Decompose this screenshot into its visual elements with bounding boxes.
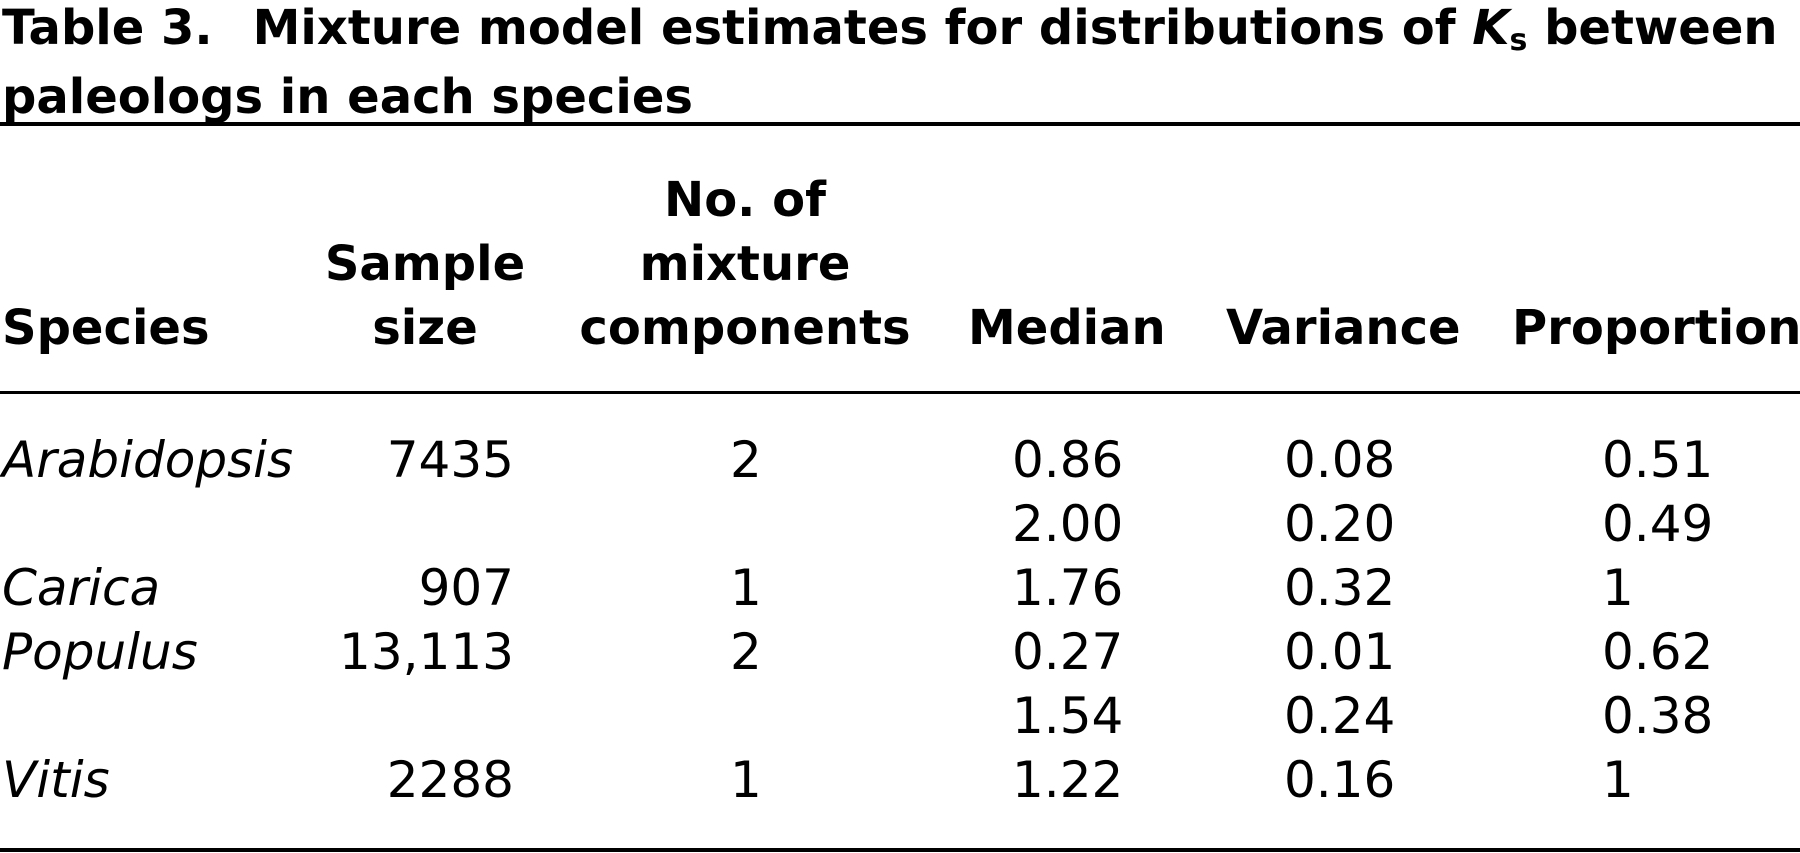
cell-components: 1 <box>730 751 762 809</box>
cell-components: 1 <box>730 559 762 617</box>
header-rule <box>0 391 1800 394</box>
header-sample-size-line2: size <box>372 300 478 356</box>
header-sample-size: Sample size <box>320 232 530 360</box>
cell-species: Populus <box>2 623 198 681</box>
cell-sample-size: 7435 <box>386 431 514 489</box>
header-variance: Variance <box>1226 300 1461 356</box>
cell-median: 2.00 <box>1012 495 1124 553</box>
cell-median: 0.27 <box>1012 623 1124 681</box>
cell-sample-size: 13,113 <box>339 623 514 681</box>
header-components: No. of mixture components <box>575 168 915 360</box>
header-proportion: Proportion <box>1512 300 1800 356</box>
cell-proportion: 0.38 <box>1602 687 1714 745</box>
cell-proportion: 1 <box>1602 559 1634 617</box>
cell-components: 2 <box>730 431 762 489</box>
cell-components: 2 <box>730 623 762 681</box>
cell-variance: 0.32 <box>1284 559 1396 617</box>
header-species: Species <box>2 300 210 356</box>
cell-proportion: 1 <box>1602 751 1634 809</box>
cell-variance: 0.08 <box>1284 431 1396 489</box>
cell-variance: 0.01 <box>1284 623 1396 681</box>
table-label: Table 3. <box>2 0 213 56</box>
cell-sample-size: 907 <box>418 559 514 617</box>
header-median: Median <box>968 300 1166 356</box>
cell-median: 1.22 <box>1012 751 1124 809</box>
cell-proportion: 0.49 <box>1602 495 1714 553</box>
cell-proportion: 0.51 <box>1602 431 1714 489</box>
header-components-line1: No. of <box>664 172 826 228</box>
cell-species: Carica <box>2 559 161 617</box>
cell-species: Arabidopsis <box>2 431 294 489</box>
cell-median: 0.86 <box>1012 431 1124 489</box>
caption-text-before: Mixture model estimates for distribution… <box>252 0 1473 56</box>
ks-symbol: K <box>1472 0 1510 56</box>
header-sample-size-line1: Sample <box>324 236 526 292</box>
cell-variance: 0.20 <box>1284 495 1396 553</box>
header-components-line2: mixture <box>639 236 851 292</box>
cell-median: 1.76 <box>1012 559 1124 617</box>
header-components-line3: components <box>579 300 911 356</box>
table-caption: Table 3. Mixture model estimates for dist… <box>2 0 1792 125</box>
cell-variance: 0.24 <box>1284 687 1396 745</box>
bottom-rule <box>0 848 1800 852</box>
cell-proportion: 0.62 <box>1602 623 1714 681</box>
caption-text-after: between paleologs in each species <box>2 0 1778 125</box>
cell-variance: 0.16 <box>1284 751 1396 809</box>
ks-subscript: s <box>1509 23 1528 58</box>
cell-species: Vitis <box>2 751 110 809</box>
cell-median: 1.54 <box>1012 687 1124 745</box>
cell-sample-size: 2288 <box>386 751 514 809</box>
top-rule <box>0 122 1800 126</box>
